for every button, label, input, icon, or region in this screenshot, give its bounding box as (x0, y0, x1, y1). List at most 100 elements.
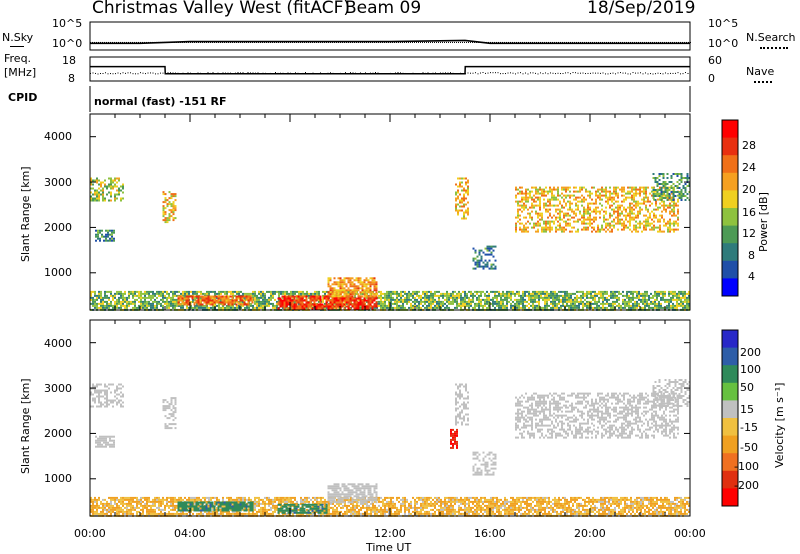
power-cell (319, 299, 322, 302)
power-cell (572, 300, 574, 303)
power-cell (551, 192, 553, 195)
power-cell (396, 302, 398, 305)
power-cell (508, 300, 510, 303)
power-cell (568, 300, 570, 303)
power-cell (569, 222, 571, 225)
power-cell (338, 306, 340, 309)
nave-point (110, 73, 111, 75)
power-cell (492, 290, 494, 293)
power-cell (430, 300, 432, 303)
power-cell (426, 298, 428, 301)
power-cell (546, 290, 548, 293)
power-cell (651, 222, 653, 225)
power-cell (567, 214, 569, 217)
nave-point (152, 72, 154, 74)
power-cell (465, 203, 467, 206)
power-cell (367, 287, 370, 290)
power-cell (595, 192, 597, 195)
power-cell (339, 283, 342, 286)
power-cell (568, 306, 570, 309)
power-cell (456, 304, 458, 307)
power-cell (301, 301, 304, 304)
power-cell (260, 302, 262, 305)
power-cell (684, 296, 686, 299)
power-cell (583, 216, 585, 219)
power-cell (545, 228, 547, 231)
power-cell (647, 216, 649, 219)
power-cell (371, 291, 374, 294)
power-cell (386, 298, 388, 301)
power-cell (156, 306, 158, 309)
power-cell (569, 202, 571, 205)
power-cell (412, 306, 414, 309)
power-cell (671, 228, 673, 231)
power-cell (367, 295, 370, 298)
power-cell (102, 302, 104, 305)
power-cell (657, 208, 659, 211)
power-cell (655, 190, 657, 193)
power-cell (540, 306, 542, 309)
power-cell (424, 290, 426, 293)
power-cell (98, 193, 100, 196)
power-cell (615, 190, 617, 193)
nsearch-point (302, 41, 303, 43)
power-cell (656, 181, 659, 183)
power-cell (656, 185, 659, 187)
power-cell (354, 294, 356, 297)
power-cell (418, 296, 420, 299)
power-cell (180, 306, 182, 309)
nsearch-point (478, 41, 479, 43)
power-cell (643, 196, 645, 199)
power-cell (266, 298, 268, 301)
power-cell (408, 294, 410, 297)
power-cell (371, 281, 374, 284)
power-cell (584, 292, 586, 295)
power-cell (506, 300, 508, 303)
power-cell (309, 295, 312, 298)
power-cell (369, 297, 372, 300)
nsearch-point (476, 41, 477, 43)
power-cell (166, 221, 169, 224)
power-cell (581, 200, 583, 203)
power-cell (166, 205, 169, 208)
nave-point (202, 73, 204, 75)
power-cell (337, 289, 340, 292)
power-cell (562, 290, 564, 293)
power-cell (158, 290, 160, 293)
power-cell (326, 306, 328, 309)
nsearch-point (252, 41, 253, 43)
power-cell (623, 200, 625, 203)
nave-label: Nave (746, 65, 775, 78)
nsearch-point (464, 41, 465, 43)
power-cell (580, 290, 582, 293)
power-cell (612, 306, 614, 309)
power-cell (268, 296, 270, 299)
power-cell (426, 306, 428, 309)
power-cell (461, 201, 463, 204)
power-cell (311, 297, 314, 300)
power-cell (422, 296, 424, 299)
power-cell (649, 212, 651, 215)
power-cell (668, 195, 671, 197)
nsearch-point (182, 41, 183, 43)
power-cell (472, 298, 474, 301)
power-cell (515, 186, 517, 189)
power-cell (335, 297, 338, 300)
power-cell (107, 235, 109, 238)
power-cell (111, 235, 113, 238)
power-cell (227, 297, 230, 300)
power-cell (629, 186, 631, 189)
power-cell (113, 229, 115, 232)
power-cell (209, 301, 212, 304)
power-cell (500, 300, 502, 303)
power-cell (612, 296, 614, 299)
power-cell (162, 193, 165, 196)
power-cell (665, 194, 667, 197)
power-cell (156, 302, 158, 305)
nsearch-point (262, 41, 263, 43)
power-cell (168, 292, 170, 295)
power-cell (92, 300, 94, 303)
power-cell (545, 224, 547, 227)
power-cell (203, 301, 206, 304)
power-cell (595, 230, 597, 233)
